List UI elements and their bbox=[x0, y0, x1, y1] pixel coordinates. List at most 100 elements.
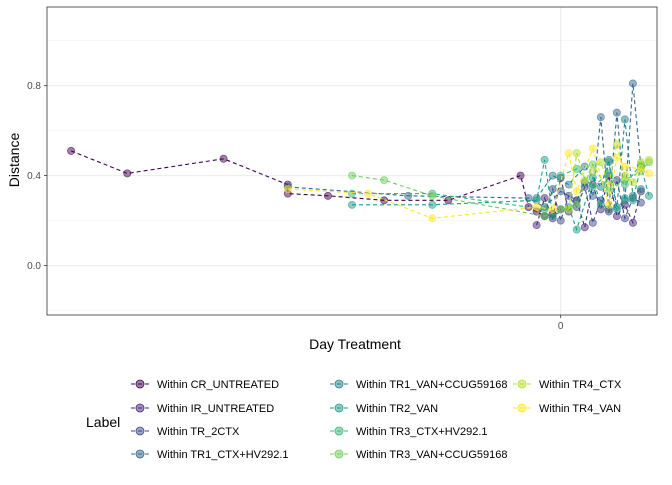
data-point bbox=[532, 196, 541, 205]
data-point bbox=[428, 191, 437, 200]
data-point bbox=[612, 205, 621, 214]
data-point bbox=[428, 200, 437, 209]
legend-key-point bbox=[334, 403, 344, 413]
y-axis: 0.0 0.4 0.8 bbox=[27, 81, 47, 272]
data-point bbox=[283, 185, 292, 194]
legend-item: Within TR2_VAN bbox=[330, 403, 438, 415]
data-point bbox=[588, 167, 597, 176]
legend-item: Within TR_2CTX bbox=[131, 426, 240, 438]
series-group bbox=[347, 155, 653, 234]
data-point bbox=[620, 214, 629, 223]
legend-key-point bbox=[135, 449, 145, 459]
data-point bbox=[588, 218, 597, 227]
panel-border bbox=[46, 6, 658, 316]
data-point bbox=[572, 200, 581, 209]
legend-label: Within TR1_CTX+HV292.1 bbox=[157, 449, 289, 461]
data-point bbox=[219, 154, 228, 163]
series-group bbox=[347, 158, 653, 221]
legend-key-point bbox=[334, 426, 344, 436]
legend-key-point bbox=[135, 426, 145, 436]
legend-label: Within TR3_CTX+HV292.1 bbox=[356, 426, 488, 438]
legend-label: Within TR2_VAN bbox=[356, 403, 438, 415]
data-point bbox=[588, 191, 597, 200]
data-point bbox=[628, 79, 637, 88]
x-axis: 0 bbox=[558, 315, 564, 332]
data-point bbox=[347, 200, 356, 209]
data-point bbox=[604, 169, 613, 178]
series-line bbox=[70, 150, 561, 217]
data-point bbox=[556, 216, 565, 225]
data-point bbox=[596, 113, 605, 122]
data-point bbox=[612, 212, 621, 221]
data-point bbox=[588, 160, 597, 169]
data-point bbox=[596, 200, 605, 209]
data-point bbox=[380, 196, 389, 205]
data-point bbox=[612, 153, 621, 162]
data-point bbox=[580, 162, 589, 171]
data-point bbox=[540, 205, 549, 214]
series-line bbox=[287, 83, 642, 210]
data-point bbox=[620, 115, 629, 124]
y-axis-title: Distance bbox=[6, 133, 22, 188]
data-point bbox=[572, 225, 581, 234]
data-point bbox=[123, 169, 132, 178]
data-point bbox=[604, 158, 613, 167]
data-point bbox=[556, 171, 565, 180]
series-layer bbox=[67, 79, 653, 234]
legend-key-point bbox=[334, 379, 344, 389]
legend-label: Within TR3_VAN+CCUG59168 bbox=[356, 449, 508, 461]
y-tick-label: 0.0 bbox=[27, 261, 41, 272]
data-point bbox=[564, 149, 573, 158]
data-point bbox=[347, 171, 356, 180]
legend-title: Label bbox=[86, 414, 120, 430]
legend-key-point bbox=[135, 403, 145, 413]
data-point bbox=[532, 221, 541, 230]
major-gridlines bbox=[47, 7, 657, 315]
legend-item: Within TR1_CTX+HV292.1 bbox=[131, 449, 289, 461]
data-point bbox=[604, 200, 613, 209]
legend-item: Within TR3_VAN+CCUG59168 bbox=[330, 449, 508, 461]
data-point bbox=[444, 196, 453, 205]
y-tick-label: 0.4 bbox=[27, 171, 41, 182]
data-point bbox=[524, 194, 533, 203]
data-point bbox=[564, 180, 573, 189]
data-point bbox=[540, 194, 549, 203]
y-tick-label: 0.8 bbox=[27, 81, 41, 92]
legend-item: Within CR_UNTREATED bbox=[131, 379, 279, 391]
data-point bbox=[347, 189, 356, 198]
legend-key-point bbox=[334, 449, 344, 459]
x-tick-label: 0 bbox=[558, 321, 564, 332]
series-line bbox=[536, 119, 642, 208]
data-point bbox=[548, 205, 557, 214]
data-point bbox=[628, 196, 637, 205]
legend-item: Within TR3_CTX+HV292.1 bbox=[330, 426, 488, 438]
data-point bbox=[572, 187, 581, 196]
legend-label: Within CR_UNTREATED bbox=[157, 379, 279, 391]
data-point bbox=[612, 108, 621, 117]
data-point bbox=[612, 140, 621, 149]
data-point bbox=[588, 182, 597, 191]
data-point bbox=[380, 176, 389, 185]
series-group bbox=[564, 140, 653, 214]
data-point bbox=[548, 171, 557, 180]
data-point bbox=[67, 146, 76, 155]
data-point bbox=[516, 171, 525, 180]
data-point bbox=[588, 173, 597, 182]
data-point bbox=[636, 158, 645, 167]
series-line bbox=[568, 143, 650, 210]
legend-item: Within IR_UNTREATED bbox=[131, 403, 274, 415]
data-point bbox=[628, 178, 637, 187]
data-point bbox=[588, 144, 597, 153]
data-point bbox=[564, 205, 573, 214]
data-point bbox=[428, 214, 437, 223]
data-point bbox=[580, 176, 589, 185]
legend-label: Within TR4_VAN bbox=[539, 403, 621, 415]
series-group bbox=[283, 144, 653, 223]
data-point bbox=[636, 198, 645, 207]
legend-item: Within TR4_CTX bbox=[513, 379, 622, 391]
legend-label: Within TR4_CTX bbox=[539, 379, 622, 391]
legend-key-point bbox=[517, 403, 527, 413]
data-point bbox=[636, 164, 645, 173]
